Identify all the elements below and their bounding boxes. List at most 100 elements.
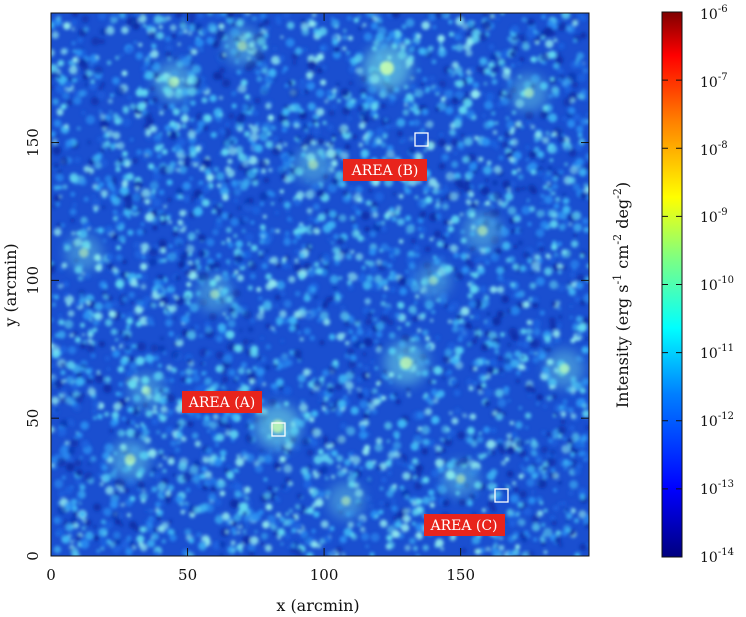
intensity-speckle	[163, 290, 168, 295]
intensity-speckle	[127, 311, 134, 319]
intensity-speckle	[53, 228, 62, 237]
intensity-speckle	[153, 550, 160, 556]
intensity-speckle	[72, 49, 77, 53]
intensity-speckle	[194, 38, 204, 48]
intensity-speckle	[71, 13, 79, 17]
intensity-speckle	[452, 325, 459, 333]
intensity-speckle	[523, 530, 529, 536]
intensity-speckle	[503, 386, 510, 393]
intensity-speckle	[187, 358, 192, 364]
intensity-speckle	[137, 481, 145, 489]
intensity-speckle	[523, 507, 532, 516]
intensity-speckle	[192, 64, 202, 74]
intensity-speckle	[582, 514, 589, 524]
intensity-speckle	[468, 385, 474, 391]
intensity-speckle	[115, 166, 121, 173]
intensity-speckle	[211, 382, 220, 390]
intensity-speckle	[172, 108, 180, 116]
intensity-speckle	[254, 97, 261, 104]
intensity-speckle	[441, 425, 450, 434]
intensity-speckle	[315, 89, 325, 98]
intensity-speckle	[342, 471, 347, 476]
intensity-speckle	[109, 110, 113, 114]
intensity-speckle	[539, 501, 544, 505]
intensity-speckle	[293, 349, 302, 358]
intensity-speckle	[370, 532, 380, 542]
intensity-speckle	[500, 371, 505, 376]
intensity-speckle	[474, 135, 479, 141]
intensity-speckle	[212, 41, 220, 48]
intensity-speckle	[319, 43, 329, 53]
intensity-speckle	[541, 14, 547, 20]
intensity-speckle	[189, 465, 199, 475]
intensity-speckle	[388, 247, 396, 255]
intensity-speckle	[375, 381, 381, 386]
intensity-speckle	[121, 70, 128, 77]
intensity-speckle	[386, 490, 394, 498]
intensity-speckle	[189, 176, 193, 181]
intensity-speckle	[288, 508, 293, 513]
intensity-speckle	[162, 469, 167, 473]
intensity-speckle	[327, 89, 331, 93]
intensity-speckle	[543, 404, 548, 409]
intensity-speckle	[120, 271, 126, 278]
intensity-speckle	[378, 378, 383, 383]
intensity-speckle	[535, 228, 545, 238]
intensity-speckle	[484, 100, 493, 110]
intensity-speckle	[562, 501, 566, 506]
intensity-speckle	[391, 122, 397, 129]
intensity-speckle	[229, 429, 239, 439]
intensity-speckle	[507, 206, 517, 216]
intensity-speckle	[391, 530, 400, 538]
intensity-speckle	[553, 252, 559, 257]
intensity-speckle	[439, 45, 443, 50]
intensity-speckle	[281, 70, 286, 74]
intensity-speckle	[304, 311, 313, 320]
intensity-speckle	[392, 441, 402, 450]
intensity-speckle	[320, 46, 324, 51]
intensity-speckle	[106, 26, 115, 35]
intensity-speckle	[404, 38, 411, 46]
intensity-speckle	[188, 253, 192, 257]
intensity-speckle	[406, 255, 416, 265]
intensity-speckle	[363, 32, 373, 42]
intensity-speckle	[246, 169, 257, 179]
intensity-speckle	[399, 287, 408, 296]
intensity-speckle	[580, 14, 588, 22]
intensity-speckle	[568, 288, 577, 296]
intensity-speckle	[80, 539, 90, 549]
intensity-speckle	[244, 62, 253, 72]
intensity-speckle	[114, 220, 121, 228]
intensity-speckle	[177, 42, 181, 46]
intensity-speckle	[525, 328, 533, 335]
intensity-speckle	[243, 486, 251, 494]
intensity-speckle	[178, 194, 184, 200]
intensity-speckle	[578, 138, 586, 145]
intensity-speckle	[525, 384, 534, 393]
intensity-speckle	[498, 494, 506, 502]
intensity-speckle	[230, 311, 238, 319]
intensity-speckle	[365, 200, 372, 206]
intensity-speckle	[443, 437, 453, 447]
intensity-speckle	[160, 405, 168, 413]
bright-source-core	[379, 61, 394, 76]
intensity-speckle	[558, 223, 566, 231]
intensity-speckle	[398, 194, 404, 199]
intensity-speckle	[465, 31, 472, 38]
intensity-speckle	[405, 18, 415, 28]
intensity-speckle	[51, 130, 56, 138]
intensity-speckle	[547, 438, 553, 444]
intensity-speckle	[321, 301, 329, 309]
intensity-speckle	[496, 101, 503, 108]
intensity-speckle	[186, 330, 197, 340]
intensity-speckle	[271, 326, 275, 331]
intensity-speckle	[500, 96, 504, 100]
intensity-speckle	[142, 24, 146, 28]
intensity-speckle	[144, 70, 154, 80]
intensity-speckle	[279, 354, 289, 363]
intensity-speckle	[192, 369, 198, 375]
intensity-speckle	[392, 499, 396, 504]
intensity-speckle	[411, 458, 419, 465]
intensity-speckle	[204, 326, 213, 334]
intensity-speckle	[517, 502, 523, 508]
